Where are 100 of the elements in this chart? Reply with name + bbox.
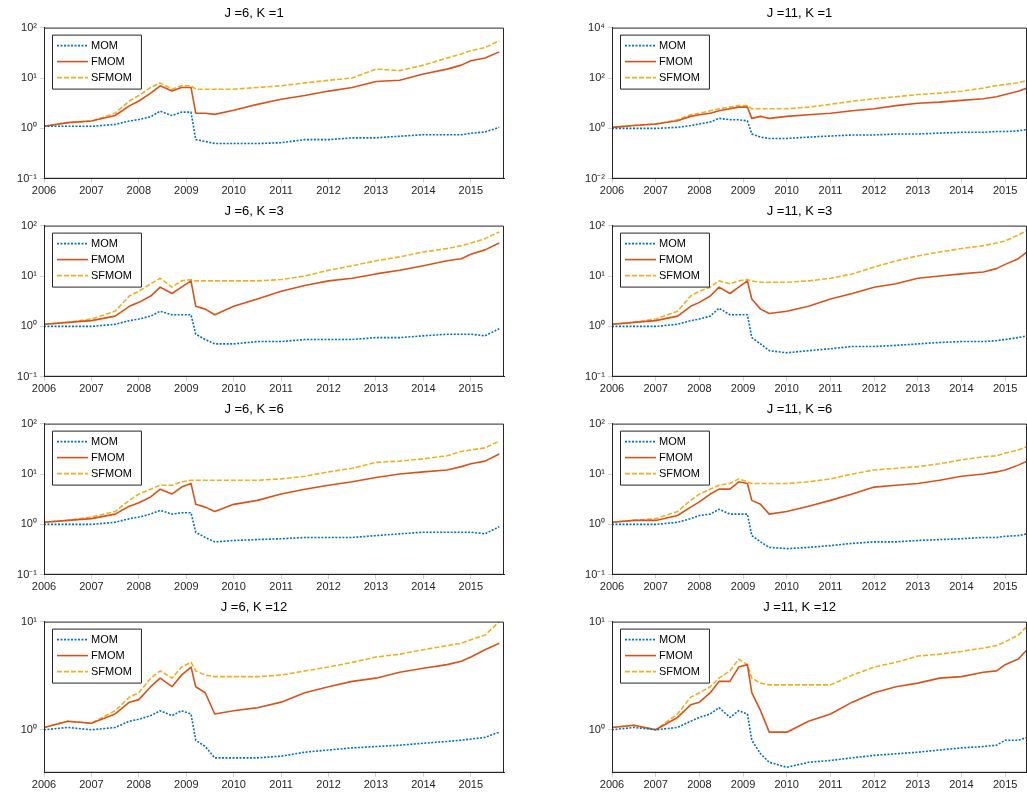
legend-label: FMOM (659, 648, 693, 661)
legend-label: FMOM (91, 54, 125, 67)
legend-label: SFMOM (659, 70, 700, 83)
x-tick-label: 2010 (774, 580, 799, 593)
y-tick-label: 10⁰ (20, 722, 37, 735)
x-tick-label: 2015 (458, 778, 484, 791)
x-tick-label: 2011 (269, 580, 293, 593)
x-tick-label: 2007 (643, 580, 668, 593)
x-tick-label: 2008 (687, 382, 712, 395)
x-tick-label: 2012 (316, 184, 341, 197)
x-tick-label: 2008 (687, 184, 712, 197)
legend-label: FMOM (91, 450, 125, 463)
x-tick-label: 2011 (818, 382, 843, 395)
x-tick-label: 2015 (458, 580, 484, 593)
x-tick-label: 2008 (126, 778, 152, 791)
legend-label: MOM (659, 632, 686, 645)
x-tick-label: 2015 (992, 778, 1018, 791)
y-tick-label: 10¹ (589, 614, 606, 627)
x-tick-label: 2012 (861, 184, 887, 197)
chart-title: J =6, K =3 (224, 203, 284, 219)
y-tick-label: 10⁰ (588, 319, 605, 332)
y-tick-label: 10² (21, 416, 38, 429)
chart-title: J =11, K =12 (763, 599, 836, 615)
x-tick-label: 2013 (905, 382, 931, 395)
legend-label: MOM (659, 38, 686, 51)
legend-label: FMOM (659, 54, 693, 67)
chart-title: J =11, K =1 (766, 5, 833, 21)
legend-label: SFMOM (659, 664, 700, 677)
x-tick-label: 2008 (126, 580, 152, 593)
y-tick-label: 10⁴ (588, 20, 606, 33)
y-tick-label: 10² (589, 218, 606, 231)
x-tick-label: 2013 (363, 382, 389, 395)
x-tick-label: 2006 (31, 580, 57, 593)
legend-label: SFMOM (91, 466, 132, 479)
y-tick-label: 10⁻¹ (585, 369, 606, 382)
x-tick-label: 2014 (411, 778, 436, 791)
x-tick-label: 2010 (221, 580, 246, 593)
x-tick-label: 2015 (458, 382, 484, 395)
y-tick-label: 10¹ (21, 614, 38, 627)
x-tick-label: 2006 (31, 382, 57, 395)
x-tick-label: 2015 (992, 184, 1018, 197)
legend-label: MOM (659, 434, 686, 447)
line-series (44, 310, 501, 345)
x-tick-label: 2006 (31, 184, 57, 197)
legend-label: SFMOM (659, 466, 700, 479)
x-tick-label: 2012 (316, 778, 341, 791)
x-tick-label: 2015 (992, 580, 1018, 593)
y-tick-label: 10⁻¹ (17, 171, 38, 184)
x-tick-label: 2006 (599, 580, 625, 593)
x-tick-label: 2009 (730, 778, 756, 791)
y-tick-label: 10² (21, 20, 38, 33)
legend-label: SFMOM (91, 70, 132, 83)
x-tick-label: 2013 (905, 778, 931, 791)
x-tick-label: 2010 (774, 778, 799, 791)
legend-label: MOM (91, 434, 118, 447)
legend-label: MOM (659, 236, 686, 249)
x-tick-label: 2009 (174, 184, 199, 197)
chart-title: J =6, K =12 (220, 599, 288, 615)
x-tick-label: 2008 (687, 580, 712, 593)
y-tick-label: 10⁰ (20, 517, 37, 530)
x-tick-label: 2010 (774, 382, 799, 395)
x-tick-label: 2009 (730, 580, 756, 593)
legend-label: SFMOM (91, 268, 132, 281)
y-tick-label: 10⁻¹ (17, 369, 38, 382)
y-tick-label: 10⁰ (588, 722, 605, 735)
line-series (44, 110, 501, 145)
x-tick-label: 2007 (643, 382, 668, 395)
legend-label: FMOM (91, 252, 125, 265)
x-tick-label: 2011 (269, 382, 293, 395)
y-tick-label: 10¹ (21, 71, 38, 84)
chart-title: J =6, K =6 (224, 401, 284, 417)
y-tick-label: 10⁰ (20, 121, 37, 134)
x-tick-label: 2013 (363, 184, 389, 197)
x-tick-label: 2014 (949, 184, 974, 197)
x-tick-label: 2014 (411, 382, 436, 395)
x-tick-label: 2012 (861, 382, 887, 395)
chart-title: J =11, K =3 (766, 203, 833, 219)
x-tick-label: 2011 (269, 184, 293, 197)
y-tick-label: 10² (589, 71, 606, 84)
x-tick-label: 2009 (730, 382, 756, 395)
legend-label: SFMOM (91, 664, 132, 677)
x-tick-label: 2006 (599, 184, 625, 197)
x-tick-label: 2006 (599, 382, 625, 395)
x-tick-label: 2013 (905, 184, 931, 197)
legend-label: SFMOM (659, 268, 700, 281)
x-tick-label: 2009 (174, 382, 199, 395)
x-tick-label: 2007 (79, 778, 104, 791)
y-tick-label: 10¹ (21, 467, 38, 480)
chart-title: J =6, K =1 (224, 5, 284, 21)
line-series (44, 509, 501, 543)
line-series (44, 709, 501, 759)
line-series (612, 508, 1027, 550)
x-tick-label: 2011 (818, 184, 843, 197)
y-tick-label: 10⁰ (588, 121, 605, 134)
x-tick-label: 2010 (221, 778, 246, 791)
x-tick-label: 2006 (599, 778, 625, 791)
x-tick-label: 2009 (174, 778, 199, 791)
x-tick-label: 2014 (411, 580, 436, 593)
y-tick-label: 10⁻¹ (17, 567, 38, 580)
legend-label: FMOM (659, 450, 693, 463)
